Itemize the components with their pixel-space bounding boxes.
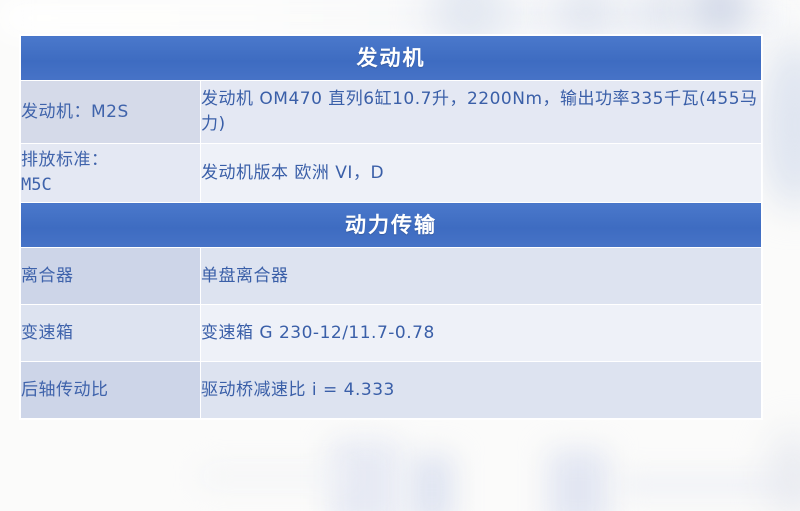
row-label-gearbox: 变速箱	[20, 304, 201, 362]
row-value-engine-model: 发动机 OM470 直列6缸10.7升，2200Nm，输出功率335千瓦(455…	[200, 80, 762, 144]
section-header-engine: 发动机	[20, 35, 762, 81]
bg-column-mid	[410, 455, 454, 511]
table-row: 后轴传动比 驱动桥减速比 i = 4.333	[20, 361, 762, 419]
table-row: 离合器 单盘离合器	[20, 247, 762, 305]
table-row: 发动机：M2S 发动机 OM470 直列6缸10.7升，2200Nm，输出功率3…	[20, 80, 762, 144]
section-header-row-powertrain: 动力传输	[20, 202, 762, 248]
table-row: 排放标准： M5C 发动机版本 欧洲 VI，D	[20, 143, 762, 203]
row-label-rear-axle-ratio: 后轴传动比	[20, 361, 201, 419]
emission-label-line2: M5C	[21, 175, 52, 195]
row-value-rear-axle-ratio: 驱动桥减速比 i = 4.333	[200, 361, 762, 419]
bg-figure-3	[640, 0, 680, 28]
row-label-engine-model: 发动机：M2S	[20, 80, 201, 144]
bg-band-top	[0, 0, 800, 36]
table-row: 变速箱 变速箱 G 230-12/11.7-0.78	[20, 304, 762, 362]
bg-floor-streak	[620, 478, 800, 492]
emission-label-line1: 排放标准：	[21, 150, 109, 171]
bg-floor-streak-2	[200, 470, 350, 482]
bg-figure-5	[760, 40, 800, 210]
row-value-emission-standard: 发动机版本 欧洲 VI，D	[200, 143, 762, 203]
section-header-powertrain: 动力传输	[20, 202, 762, 248]
row-label-clutch: 离合器	[20, 247, 201, 305]
row-value-clutch: 单盘离合器	[200, 247, 762, 305]
specification-table: 发动机 发动机：M2S 发动机 OM470 直列6缸10.7升，2200Nm，输…	[20, 35, 762, 419]
bg-figure-6	[770, 430, 800, 511]
row-label-emission-standard: 排放标准： M5C	[20, 143, 201, 203]
section-header-row-engine: 发动机	[20, 35, 762, 81]
row-value-gearbox: 变速箱 G 230-12/11.7-0.78	[200, 304, 762, 362]
bg-column-right	[548, 450, 608, 511]
